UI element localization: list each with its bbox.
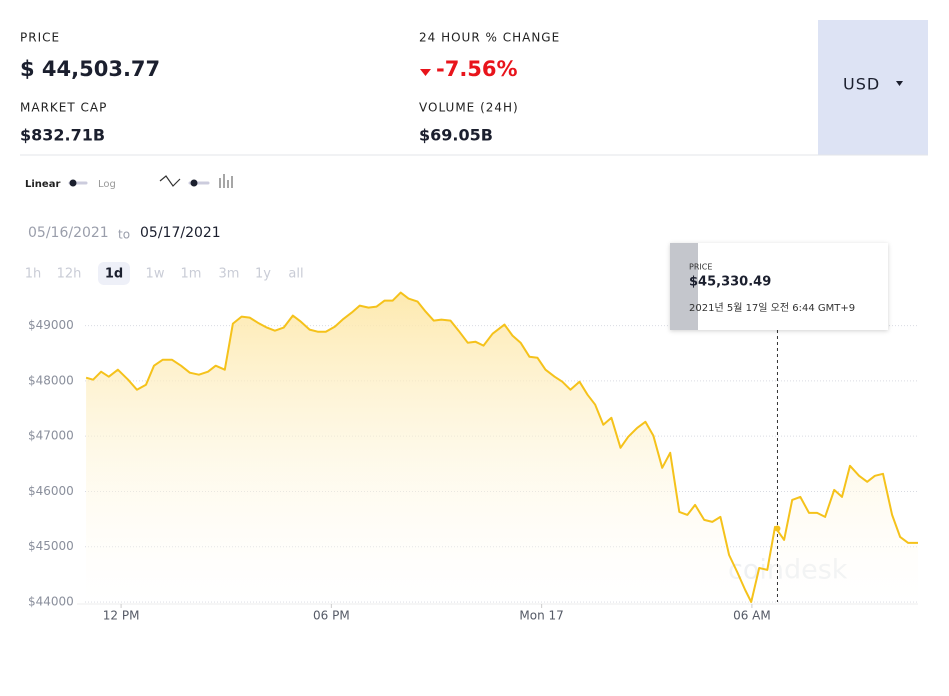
- tooltip-label: PRICE: [689, 263, 712, 272]
- price-area: [86, 292, 918, 602]
- tooltip-value: $45,330.49: [689, 275, 771, 290]
- y-tick-label: $44000: [28, 595, 74, 609]
- range-button[interactable]: 1m: [181, 267, 202, 282]
- range-button[interactable]: 1h: [25, 267, 42, 282]
- down-arrow: [420, 69, 431, 76]
- change: -7.56%: [436, 57, 518, 81]
- tooltip-time: 2021년 5월 17일 오전 6:44 GMT+9: [689, 302, 855, 314]
- date-to[interactable]: 05/17/2021: [140, 225, 221, 241]
- market-cap-label: MARKET CAP: [20, 101, 107, 115]
- tooltip-box: [670, 243, 888, 330]
- dropdown-arrow: [896, 81, 903, 86]
- y-tick-label: $47000: [28, 429, 74, 443]
- range-button[interactable]: 1d: [105, 267, 123, 282]
- volume: $69.05B: [419, 126, 493, 145]
- date-from[interactable]: 05/16/2021: [28, 225, 109, 241]
- currency[interactable]: USD: [843, 75, 880, 94]
- x-tick-label: 12 PM: [103, 609, 140, 623]
- range-button[interactable]: 1y: [255, 267, 271, 282]
- log-option[interactable]: Log: [98, 179, 116, 190]
- price-label: PRICE: [20, 31, 60, 45]
- x-tick-label: 06 PM: [313, 609, 350, 623]
- tooltip-bar: [670, 243, 698, 330]
- scale-toggle-knob[interactable]: [69, 179, 77, 187]
- change-label: 24 HOUR % CHANGE: [419, 31, 560, 45]
- date-to-word: to: [118, 228, 130, 242]
- price: $ 44,503.77: [20, 57, 160, 81]
- bar-icon[interactable]: [219, 174, 233, 188]
- type-toggle-knob[interactable]: [190, 179, 198, 187]
- line-icon[interactable]: [159, 175, 181, 187]
- range-active-bg: [98, 262, 130, 285]
- volume-label: VOLUME (24H): [419, 101, 519, 115]
- y-tick-label: $45000: [28, 539, 74, 553]
- market-cap: $832.71B: [20, 126, 105, 145]
- x-tick-label: 06 AM: [733, 609, 771, 623]
- range-button[interactable]: 3m: [219, 267, 240, 282]
- y-tick-label: $48000: [28, 373, 74, 387]
- y-tick-label: $46000: [28, 484, 74, 498]
- x-tick-label: Mon 17: [519, 609, 563, 623]
- range-button[interactable]: 12h: [57, 267, 82, 282]
- price-line: [85, 291, 918, 603]
- y-tick-label: $49000: [28, 318, 74, 332]
- linear-option[interactable]: Linear: [25, 179, 60, 190]
- range-button[interactable]: 1w: [146, 267, 165, 282]
- currency-button[interactable]: [818, 20, 928, 155]
- range-button[interactable]: all: [288, 267, 303, 282]
- hover-point: [774, 525, 781, 532]
